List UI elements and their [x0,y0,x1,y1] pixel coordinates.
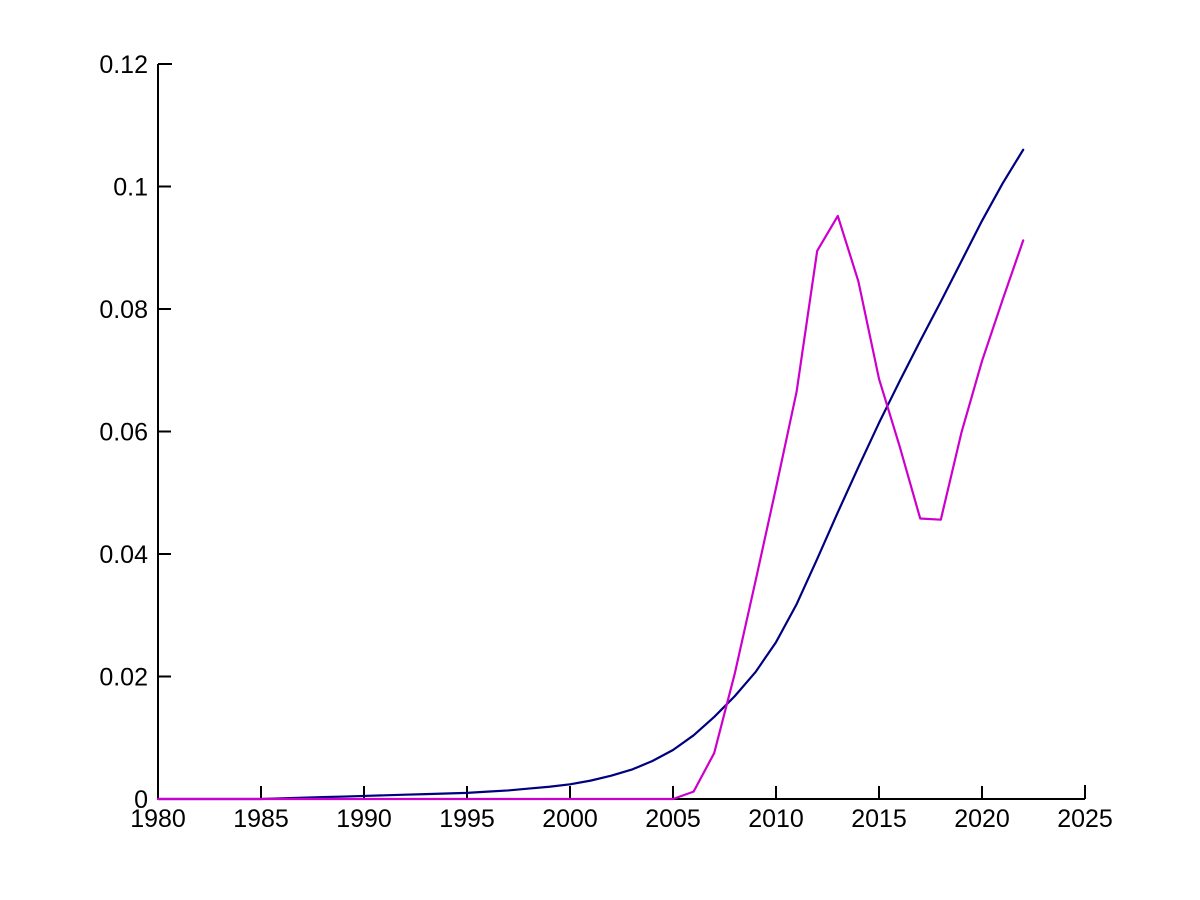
x-tick-label: 1985 [233,805,289,833]
y-tick-label: 0.02 [99,664,148,692]
y-axis-tick-labels: 0 0.02 0.04 0.06 0.08 0.1 0.12 [99,51,148,814]
data-series [156,148,1025,801]
x-tick-label: 2015 [851,805,907,833]
y-tick-label: 0.04 [99,541,148,569]
y-tick-label: 0.06 [99,419,148,447]
y-tick-label: 0.08 [99,296,148,324]
x-tick-label: 1990 [336,805,392,833]
x-tick-label: 2000 [542,805,598,833]
x-tick-label: 2020 [954,805,1010,833]
x-tick-label: 2025 [1057,805,1113,833]
x-axis-tick-labels: 1980 1985 1990 1995 2000 2005 2010 2015 2020 2025 [130,805,1113,833]
y-tick-label: 0.1 [113,174,148,202]
y-tick-label: 0 [134,786,148,814]
x-tick-label: 2010 [748,805,804,833]
x-tick-label: 2005 [645,805,701,833]
series-line-magenta-series [156,214,1025,801]
x-tick-label: 1980 [130,805,186,833]
x-tick-label: 1995 [439,805,495,833]
series-line-navy-series [156,148,1025,801]
y-axis-ticks [158,185,171,678]
y-tick-label: 0.12 [99,51,148,79]
